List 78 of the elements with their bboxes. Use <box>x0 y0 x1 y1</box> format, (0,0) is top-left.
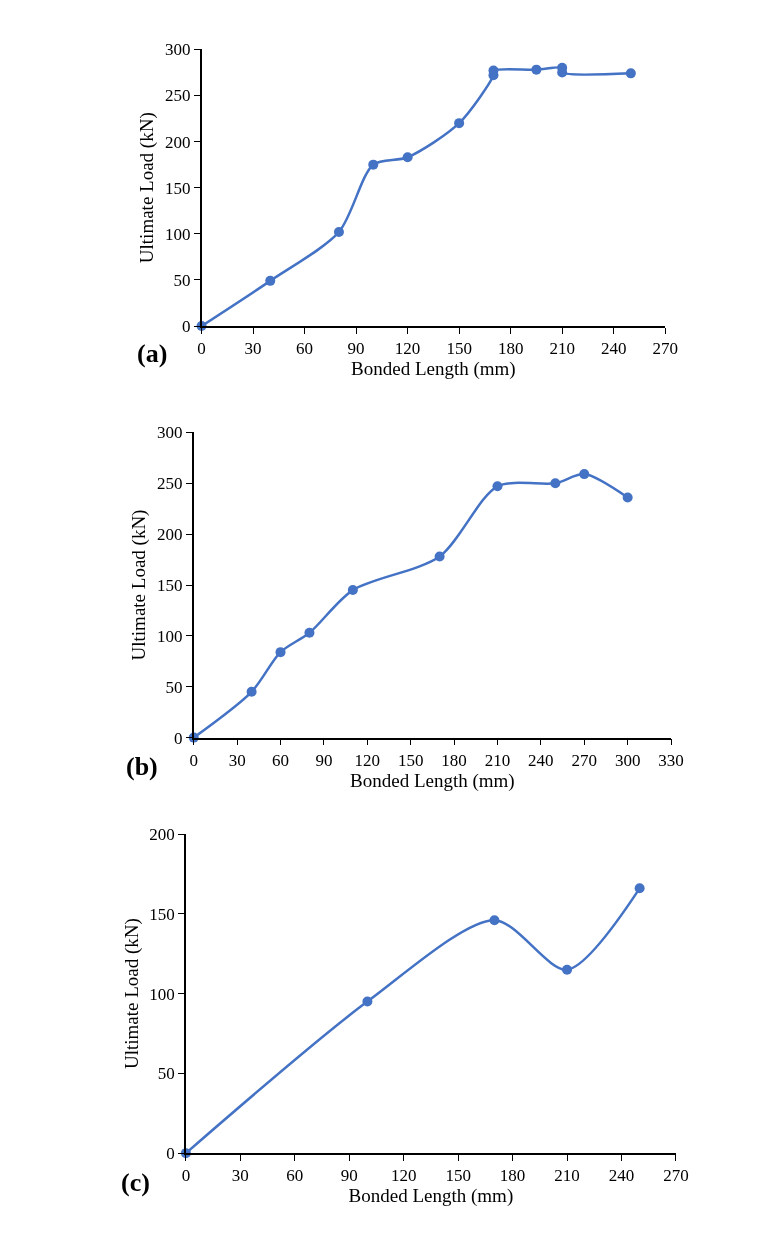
x-tick-label: 120 <box>394 339 421 359</box>
y-tick-label: 200 <box>149 825 175 845</box>
point <box>625 68 636 79</box>
x-tick-label: 210 <box>484 750 511 770</box>
x-tick-label: 30 <box>244 339 262 359</box>
x-tick-label: 150 <box>446 339 472 359</box>
y-tick-label: 250 <box>157 474 183 494</box>
y-tick-label: 100 <box>157 626 183 646</box>
x-tick-label: 90 <box>347 339 365 359</box>
x-tick-label: 270 <box>652 339 678 359</box>
text: (a) <box>137 339 168 368</box>
point <box>275 647 286 658</box>
y-tick-label: 300 <box>157 423 183 443</box>
x-tick-label: 180 <box>499 1166 526 1186</box>
y-tick-label: 300 <box>164 40 191 60</box>
point <box>402 152 413 163</box>
point <box>634 883 645 894</box>
x-tick-label: 0 <box>197 339 206 359</box>
point <box>246 686 257 697</box>
y-tick-label: 0 <box>166 1144 175 1164</box>
point <box>489 915 500 926</box>
y-tick-label: 50 <box>173 270 191 290</box>
y-tick-label: 200 <box>164 132 191 152</box>
y-tick-label: 100 <box>164 224 191 244</box>
x-tick-label: 300 <box>614 750 641 770</box>
y-tick-label: 50 <box>165 677 183 697</box>
x-tick-label: 30 <box>231 1166 249 1186</box>
point <box>531 64 542 75</box>
point <box>333 226 344 237</box>
y-tick-label: 150 <box>164 178 191 198</box>
x-tick-label: 240 <box>528 750 554 770</box>
text: (b) <box>126 752 158 781</box>
y-tick-label: 150 <box>157 575 183 595</box>
y-tick-label: 100 <box>149 984 175 1004</box>
x-axis-title: Bonded Length (mm) <box>351 358 516 381</box>
x-tick-label: 60 <box>286 1166 304 1186</box>
x-tick-label: 90 <box>315 750 333 770</box>
x-tick-label: 150 <box>445 1166 471 1186</box>
point <box>304 627 315 638</box>
point <box>368 159 379 170</box>
y-axis-title: Ultimate Load (kN) <box>136 112 159 264</box>
y-axis-title: Ultimate Load (kN) <box>128 509 151 661</box>
x-tick-label: 120 <box>390 1166 417 1186</box>
point <box>362 996 373 1007</box>
y-tick-label: 150 <box>149 904 175 924</box>
text: (c) <box>121 1168 150 1197</box>
x-axis-title: Bonded Length (mm) <box>348 1185 514 1208</box>
x-tick-label: 180 <box>441 750 467 770</box>
y-tick-label: 0 <box>181 317 191 336</box>
x-tick-label: 210 <box>554 1166 580 1186</box>
y-tick-label: 0 <box>174 728 183 748</box>
point <box>454 118 465 129</box>
x-tick-label: 120 <box>354 750 381 770</box>
x-axis-title: Bonded Length (mm) <box>350 769 515 792</box>
x-tick-label: 240 <box>600 339 627 359</box>
x-tick-label: 60 <box>296 339 314 359</box>
x-tick-label: 270 <box>571 750 597 770</box>
y-tick-label: 250 <box>164 86 191 106</box>
y-tick-label: 50 <box>157 1064 175 1084</box>
x-tick-label: 150 <box>397 750 424 770</box>
y-axis-title: Ultimate Load (kN) <box>120 918 143 1070</box>
x-tick-label: 30 <box>228 750 246 770</box>
y-tick-label: 200 <box>157 525 183 545</box>
x-tick-label: 210 <box>549 339 575 359</box>
point <box>579 469 590 480</box>
x-tick-label: 240 <box>608 1166 635 1186</box>
point <box>550 478 561 489</box>
x-tick-label: 270 <box>663 1166 689 1186</box>
point <box>492 481 503 492</box>
x-tick-label: 180 <box>497 339 524 359</box>
x-tick-label: 60 <box>272 750 290 770</box>
x-tick-label: 330 <box>658 750 684 770</box>
point <box>434 551 445 562</box>
point <box>347 585 358 596</box>
point <box>562 964 573 975</box>
point <box>265 275 276 286</box>
point <box>622 492 633 503</box>
x-tick-label: 90 <box>340 1166 358 1186</box>
